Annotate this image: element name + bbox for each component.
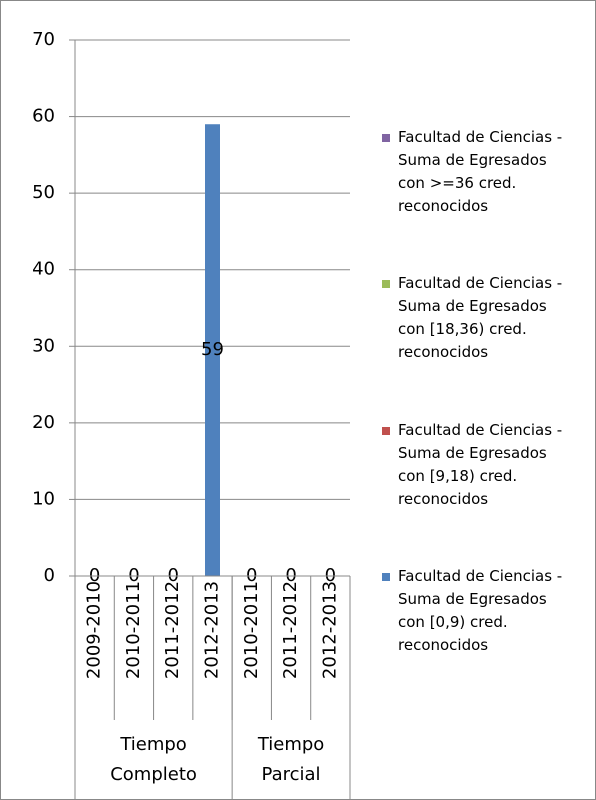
legend-entry: Facultad de Ciencias - Suma de Egresados… xyxy=(398,274,563,361)
group-label: Tiempo Parcial xyxy=(257,734,325,785)
y-tick-label: 10 xyxy=(32,488,55,509)
legend-swatch xyxy=(382,134,390,142)
y-tick-label: 0 xyxy=(44,565,55,586)
legend-entry: Facultad de Ciencias - Suma de Egresados… xyxy=(398,421,563,508)
legend-swatch xyxy=(382,573,390,581)
x-tick-label: 2012-2013 xyxy=(319,581,340,679)
y-tick-label: 50 xyxy=(32,182,55,203)
y-tick-label: 30 xyxy=(32,335,55,356)
x-tick-label: 2011-2012 xyxy=(162,581,183,679)
legend-swatch xyxy=(382,280,390,288)
y-tick-label: 20 xyxy=(32,412,55,433)
x-tick-label: 2012-2013 xyxy=(202,581,223,679)
legend-swatch xyxy=(382,427,390,435)
x-tick-label: 2009-2010 xyxy=(84,581,105,679)
group-label: Tiempo Completo xyxy=(110,734,197,785)
y-tick-label: 70 xyxy=(32,29,55,50)
y-tick-label: 60 xyxy=(32,106,55,127)
x-tick-label: 2011-2012 xyxy=(280,581,301,679)
y-tick-label: 40 xyxy=(32,259,55,280)
legend-entry: Facultad de Ciencias - Suma de Egresados… xyxy=(398,128,563,215)
bar xyxy=(205,124,220,576)
x-tick-label: 2010-2011 xyxy=(241,581,262,679)
legend-entry: Facultad de Ciencias - Suma de Egresados… xyxy=(398,567,563,654)
x-tick-label: 2010-2011 xyxy=(123,581,144,679)
data-label: 59 xyxy=(201,339,224,360)
